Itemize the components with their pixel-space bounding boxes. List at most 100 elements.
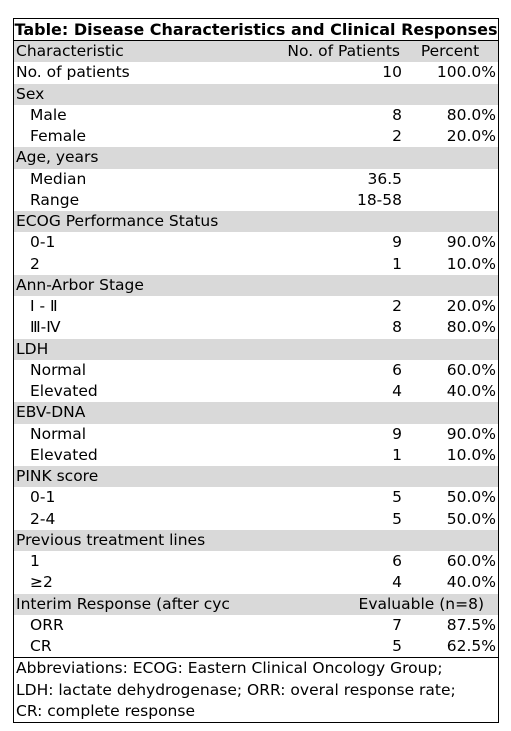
row-percent: 90.0% (446, 233, 496, 252)
row-patients (242, 402, 404, 423)
row-patients: 2 (392, 297, 402, 315)
row-label: EBV-DNA (16, 403, 86, 422)
row-label: PINK score (16, 467, 99, 485)
group-header-row: Age, years (14, 147, 498, 169)
row-label: Ⅲ-Ⅳ (30, 318, 61, 337)
table-row: 0-1 5 50.0% (14, 487, 498, 508)
row-percent (404, 402, 498, 423)
row-patients: 5 (392, 488, 402, 507)
row-label: ORR (30, 615, 64, 634)
row-patients (242, 84, 404, 105)
characteristics-table: Table: Disease Characteristics and Clini… (13, 18, 499, 723)
row-label: Median (30, 169, 87, 188)
group-header-row: Previous treatment lines (14, 529, 498, 551)
row-label: Normal (30, 360, 87, 379)
row-patients (242, 530, 404, 551)
table-header-row: Characteristic No. of Patients Percent (14, 41, 498, 63)
row-patients: 6 (392, 552, 402, 570)
table-row: 2-4 5 50.0% (14, 509, 498, 530)
row-patients: 9 (392, 424, 402, 443)
row-percent: 60.0% (446, 360, 496, 379)
table-row: Ⅰ - Ⅱ 2 20.0% (14, 296, 498, 317)
table-row: 2 1 10.0% (14, 254, 498, 275)
row-percent: 20.0% (446, 127, 496, 145)
group-header-row: LDH (14, 338, 498, 360)
interim-note: Evaluable (n=8) (358, 594, 484, 613)
table-row: Ⅲ-Ⅳ 8 80.0% (14, 317, 498, 338)
row-patients: 8 (392, 105, 402, 124)
table-row: Female 2 20.0% (14, 126, 498, 147)
row-percent: 50.0% (446, 509, 496, 528)
table-title: Table: Disease Characteristics and Clini… (14, 20, 498, 41)
row-patients (242, 211, 404, 232)
row-percent: 80.0% (446, 105, 496, 124)
row-patients (242, 466, 404, 487)
row-label: Age, years (16, 148, 99, 167)
row-patients: 18-58 (356, 190, 402, 209)
row-percent (404, 339, 498, 360)
row-label: Range (30, 190, 80, 209)
row-percent: 87.5% (446, 615, 496, 634)
row-percent: 80.0% (446, 318, 496, 337)
row-label: Ⅰ - Ⅱ (30, 297, 58, 315)
table-row: Elevated 1 10.0% (14, 445, 498, 466)
table-body: No. of patients 10 100.0% Sex Male 8 80.0% Fema… (14, 62, 498, 593)
row-label: 1 (30, 552, 40, 570)
interim-response-row: Interim Response (after cycle 4) Evaluab… (14, 593, 498, 615)
row-label: 0-1 (30, 233, 56, 252)
interim-body: ORR 7 87.5% CR 5 62.5% (14, 615, 498, 659)
row-label: Normal (30, 424, 87, 443)
row-label: No. of patients (16, 63, 130, 82)
row-patients: 5 (392, 637, 402, 655)
row-percent: 40.0% (446, 573, 496, 592)
row-label: LDH (16, 339, 49, 358)
row-label: 2 (30, 254, 40, 273)
footnote-line: Abbreviations: ECOG: Eastern Clinical On… (16, 659, 443, 678)
row-percent (404, 466, 498, 487)
row-percent: 62.5% (446, 637, 496, 655)
header-characteristic: Characteristic (16, 42, 124, 60)
row-patients: 1 (392, 254, 402, 273)
row-label: ECOG Performance Status (16, 212, 219, 230)
row-patients: 6 (392, 360, 402, 379)
interim-label: Interim Response (after cycle 4) (16, 594, 230, 613)
table-row: Range 18-58 (14, 190, 498, 211)
row-label: CR (30, 637, 52, 655)
row-percent: 20.0% (446, 297, 496, 315)
row-percent (404, 275, 498, 296)
row-patients: 7 (392, 615, 402, 634)
row-label: Female (30, 127, 87, 145)
row-percent: 40.0% (446, 382, 496, 400)
row-percent: 90.0% (446, 424, 496, 443)
header-patients: No. of Patients (287, 42, 400, 60)
row-percent (404, 84, 498, 105)
row-percent: 60.0% (446, 552, 496, 570)
table-row: Median 36.5 (14, 169, 498, 190)
row-percent: 50.0% (446, 488, 496, 507)
table-row: No. of patients 10 100.0% (14, 62, 498, 83)
table-row: Normal 9 90.0% (14, 424, 498, 445)
row-label: Elevated (30, 382, 98, 400)
group-header-row: Sex (14, 83, 498, 105)
row-percent: 100.0% (436, 63, 496, 82)
group-header-row: EBV-DNA (14, 402, 498, 424)
row-label: Elevated (30, 445, 98, 464)
table-row: 1 6 60.0% (14, 551, 498, 572)
row-label: Male (30, 105, 67, 124)
group-header-row: Ann-Arbor Stage (14, 274, 498, 296)
row-percent (404, 169, 498, 190)
table-row: Normal 6 60.0% (14, 360, 498, 381)
row-patients: 2 (392, 127, 402, 145)
interim-table-row: ORR 7 87.5% (14, 615, 498, 636)
table-row: 0-1 9 90.0% (14, 232, 498, 253)
row-percent: 10.0% (446, 445, 496, 464)
row-label: ≥2 (30, 573, 53, 592)
row-patients: 4 (392, 573, 402, 592)
row-patients: 5 (392, 509, 402, 528)
row-percent (404, 147, 498, 168)
row-patients (242, 275, 404, 296)
group-header-row: ECOG Performance Status (14, 211, 498, 233)
row-patients: 10 (382, 63, 402, 82)
row-percent (404, 211, 498, 232)
row-label: 0-1 (30, 488, 56, 507)
